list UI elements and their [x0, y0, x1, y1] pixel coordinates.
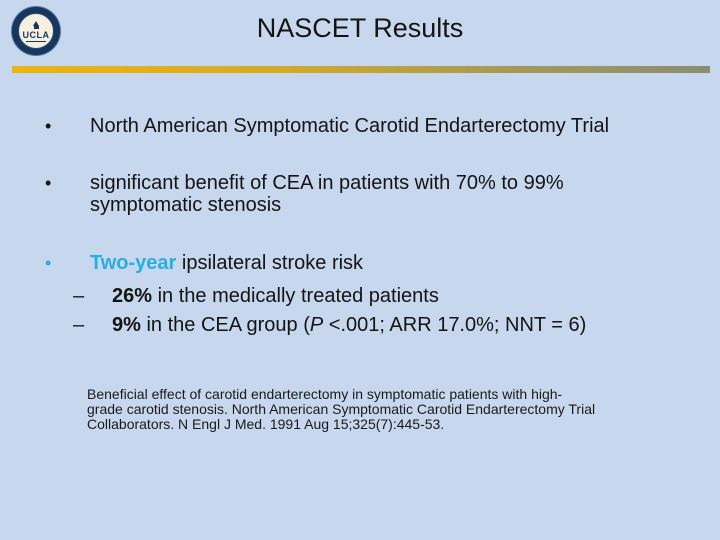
- highlighted-text: Two-year: [90, 252, 177, 274]
- logo-text: UCLA: [22, 29, 50, 40]
- bullet-item-cea-benefit: • significant benefit of CEA in patients…: [45, 172, 695, 216]
- torch-icon: [33, 20, 39, 30]
- bullet-icon: •: [45, 116, 52, 136]
- bullet-text-rest: ipsilateral stroke risk: [176, 252, 364, 274]
- bullet-icon: •: [45, 173, 52, 193]
- sub-bullet-text-pre: in the CEA group (: [140, 314, 310, 336]
- dash-icon: –: [73, 314, 85, 336]
- bullet-text: Two-year ipsilateral stroke risk: [90, 252, 363, 274]
- ucla-logo: UCLA: [12, 7, 60, 55]
- stat-value: 9%: [112, 314, 141, 336]
- citation: Beneficial effect of carotid endarterect…: [87, 386, 596, 432]
- sub-bullet-text: 9% in the CEA group (P <.001; ARR 17.0%;…: [112, 314, 586, 336]
- bullet-item-nascet-trial: • North American Symptomatic Carotid End…: [45, 115, 695, 137]
- sub-bullet-text-rest: in the medically treated patients: [152, 285, 439, 307]
- sub-bullet-cea-group: – 9% in the CEA group (P <.001; ARR 17.0…: [73, 314, 693, 336]
- bullet-text: North American Symptomatic Carotid Endar…: [90, 115, 610, 137]
- logo-underline: [26, 40, 46, 42]
- slide-title: NASCET Results: [256, 13, 464, 43]
- ucla-seal-inner: UCLA: [18, 13, 54, 49]
- gradient-divider: [12, 66, 710, 73]
- sub-bullet-medical-group: – 26% in the medically treated patients: [73, 285, 693, 307]
- bullet-text: significant benefit of CEA in patients w…: [90, 172, 564, 216]
- sub-bullet-text: 26% in the medically treated patients: [112, 285, 439, 307]
- bullet-item-two-year-risk: • Two-year ipsilateral stroke risk: [45, 252, 695, 274]
- stat-value: 26%: [112, 285, 153, 307]
- dash-icon: –: [73, 285, 85, 307]
- sub-bullet-text-post: <.001; ARR 17.0%; NNT = 6): [323, 314, 587, 336]
- bullet-icon: •: [45, 253, 52, 273]
- p-value-symbol: P: [309, 314, 324, 336]
